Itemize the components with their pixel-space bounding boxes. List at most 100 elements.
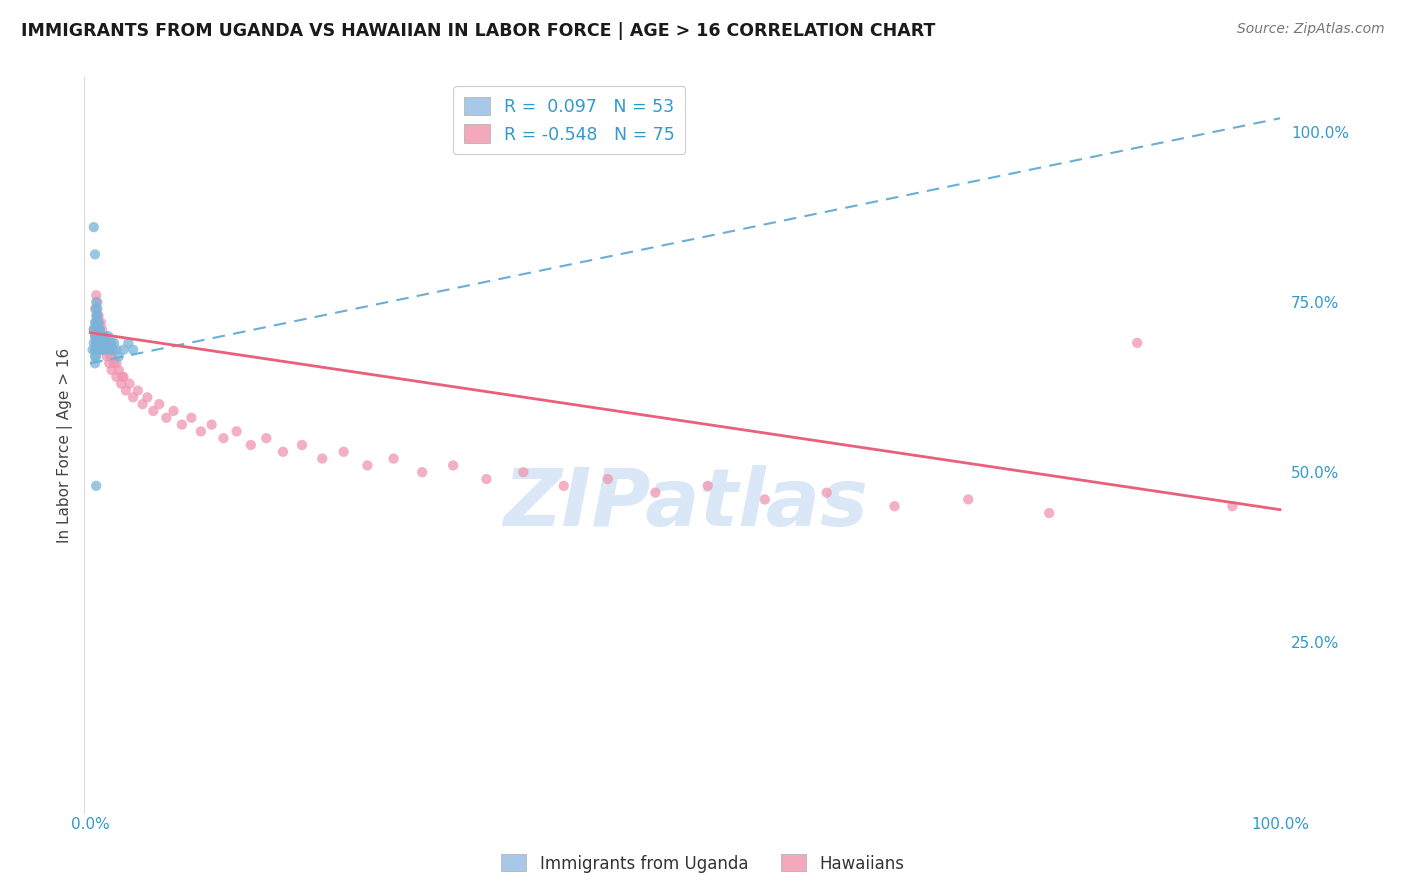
Point [91, 343, 114, 357]
Y-axis label: In Labor Force | Age > 16: In Labor Force | Age > 16 [58, 347, 73, 542]
Point [112, 343, 135, 357]
Point [94, 335, 117, 350]
Point [84, 350, 107, 364]
Point [93, 329, 115, 343]
Point [90, 316, 112, 330]
Point [105, 370, 128, 384]
Point [212, 431, 235, 445]
Point [883, 500, 905, 514]
Point [94, 335, 117, 350]
Point [254, 431, 277, 445]
Point [100, 343, 122, 357]
Point [84, 335, 107, 350]
Point [89, 322, 111, 336]
Point [101, 343, 124, 357]
Point [89, 329, 111, 343]
Point [86, 335, 108, 350]
Point [89, 335, 111, 350]
Point [98, 335, 121, 350]
Point [356, 458, 378, 473]
Point [553, 479, 575, 493]
Point [87, 309, 110, 323]
Point [91, 343, 114, 357]
Point [105, 343, 128, 357]
Point [382, 451, 405, 466]
Point [103, 335, 125, 350]
Point [89, 322, 111, 336]
Point [107, 350, 129, 364]
Point [84, 247, 107, 261]
Point [83, 220, 105, 235]
Point [117, 335, 139, 350]
Point [271, 444, 294, 458]
Point [90, 329, 112, 343]
Point [190, 425, 212, 439]
Point [100, 350, 122, 364]
Legend: Immigrants from Uganda, Hawaiians: Immigrants from Uganda, Hawaiians [495, 847, 911, 880]
Point [82, 343, 104, 357]
Point [1126, 335, 1149, 350]
Point [90, 329, 112, 343]
Point [111, 370, 134, 384]
Point [239, 438, 262, 452]
Point [91, 329, 114, 343]
Point [86, 295, 108, 310]
Point [957, 492, 980, 507]
Point [91, 329, 114, 343]
Point [1222, 500, 1244, 514]
Point [411, 465, 433, 479]
Point [91, 322, 114, 336]
Point [84, 479, 107, 493]
Point [512, 465, 534, 479]
Point [84, 329, 107, 343]
Point [1038, 506, 1060, 520]
Point [155, 410, 177, 425]
Point [84, 309, 107, 323]
Legend: R =  0.097   N = 53, R = -0.548   N = 75: R = 0.097 N = 53, R = -0.548 N = 75 [454, 87, 685, 154]
Point [90, 335, 112, 350]
Point [84, 343, 107, 357]
Text: IMMIGRANTS FROM UGANDA VS HAWAIIAN IN LABOR FORCE | AGE > 16 CORRELATION CHART: IMMIGRANTS FROM UGANDA VS HAWAIIAN IN LA… [21, 22, 935, 40]
Point [87, 316, 110, 330]
Point [131, 397, 153, 411]
Point [87, 322, 110, 336]
Point [86, 309, 108, 323]
Point [83, 322, 105, 336]
Point [87, 329, 110, 343]
Point [180, 410, 202, 425]
Point [84, 301, 107, 316]
Point [596, 472, 619, 486]
Point [84, 295, 107, 310]
Point [87, 335, 110, 350]
Point [475, 472, 498, 486]
Point [291, 438, 314, 452]
Point [83, 335, 105, 350]
Point [98, 356, 121, 370]
Point [84, 322, 107, 336]
Point [103, 356, 125, 370]
Point [91, 335, 114, 350]
Point [86, 329, 108, 343]
Point [84, 356, 107, 370]
Point [118, 376, 141, 391]
Point [96, 350, 118, 364]
Point [86, 322, 108, 336]
Point [100, 350, 122, 364]
Point [441, 458, 464, 473]
Point [162, 404, 184, 418]
Point [87, 316, 110, 330]
Point [110, 376, 132, 391]
Point [87, 335, 110, 350]
Point [112, 370, 135, 384]
Point [136, 390, 159, 404]
Text: ZIPatlas: ZIPatlas [502, 465, 868, 543]
Point [100, 363, 122, 377]
Point [311, 451, 333, 466]
Point [115, 384, 138, 398]
Point [91, 329, 114, 343]
Point [91, 343, 114, 357]
Point [815, 485, 838, 500]
Point [200, 417, 222, 432]
Point [84, 316, 107, 330]
Point [225, 425, 247, 439]
